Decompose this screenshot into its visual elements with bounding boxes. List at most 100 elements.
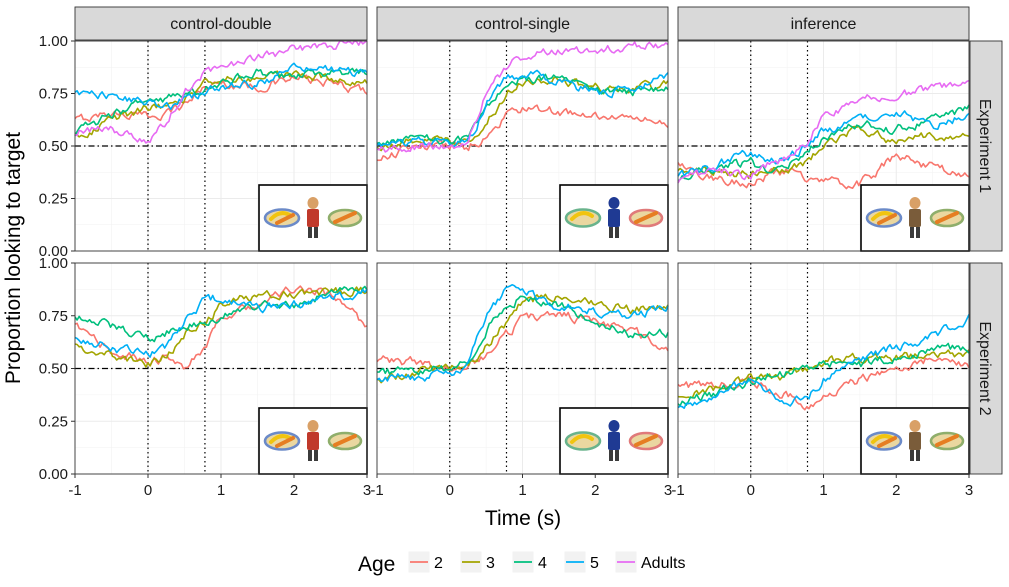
y-tick-label: 0.00 xyxy=(39,243,68,260)
x-tick-label: 0 xyxy=(747,482,755,499)
plate-icon xyxy=(263,431,301,451)
banana-icon xyxy=(570,434,594,444)
series-line-5 xyxy=(74,62,368,110)
reference-lines xyxy=(75,41,969,474)
series-line-2 xyxy=(376,104,669,162)
series-line-adults xyxy=(376,41,669,153)
character-figure-icon xyxy=(909,197,921,238)
carrot-icon xyxy=(634,211,658,224)
x-tick-label: 2 xyxy=(591,482,599,499)
x-axis-title: Time (s) xyxy=(485,507,561,530)
series-line-3 xyxy=(376,76,669,152)
y-tick-label: 0.75 xyxy=(39,86,68,103)
plate-icon xyxy=(327,208,363,228)
axis-ticks: 0.000.250.500.751.000.000.250.500.751.00… xyxy=(39,33,973,499)
y-tick-label: 0.50 xyxy=(39,361,68,378)
series-line-4 xyxy=(677,104,970,182)
y-axis-title: Proportion looking to target xyxy=(2,132,25,384)
legend-entry: Adults xyxy=(614,550,685,574)
y-tick-label: 0.25 xyxy=(39,413,68,430)
carrot-icon xyxy=(935,434,959,447)
column-strip-label: inference xyxy=(791,16,857,33)
carrot-icon xyxy=(333,211,357,224)
x-tick-label: 2 xyxy=(290,482,298,499)
column-strip xyxy=(376,6,669,41)
y-tick-label: 0.50 xyxy=(39,138,68,155)
y-tick-label: 0.75 xyxy=(39,308,68,325)
stimulus-inset xyxy=(860,407,970,475)
legend-label: Adults xyxy=(641,555,685,572)
x-tick-label: 3 xyxy=(965,482,973,499)
series-line-adults xyxy=(74,40,368,144)
series-line-2 xyxy=(376,310,669,372)
character-figure-icon xyxy=(909,420,921,461)
x-tick-label: 0 xyxy=(446,482,454,499)
carrot-icon xyxy=(935,211,959,224)
stimulus-inset xyxy=(258,407,368,475)
column-strip xyxy=(74,6,368,41)
stimulus-inset xyxy=(258,184,368,252)
plate-icon xyxy=(929,208,965,228)
carrot-icon xyxy=(877,436,897,448)
row-strip xyxy=(969,262,1003,475)
legend-label: 5 xyxy=(590,555,599,572)
x-tick-label: 3 xyxy=(363,482,371,499)
series-line-4 xyxy=(74,67,368,137)
series-line-5 xyxy=(376,69,669,148)
series-line-5 xyxy=(677,314,970,409)
plate-icon xyxy=(865,431,903,451)
x-tick-label: -1 xyxy=(370,482,383,499)
character-figure-icon xyxy=(307,420,319,461)
legend-entry: 3 xyxy=(459,550,495,574)
carrot-icon xyxy=(333,434,357,447)
legend-label: 3 xyxy=(486,555,495,572)
x-tick-label: 2 xyxy=(892,482,900,499)
panel-border xyxy=(677,40,970,252)
legend-entry: 2 xyxy=(407,550,443,574)
x-tick-label: -1 xyxy=(68,482,81,499)
y-tick-label: 1.00 xyxy=(39,33,68,50)
y-tick-label: 0.25 xyxy=(39,191,68,208)
series-line-5 xyxy=(677,110,970,177)
series-line-4 xyxy=(376,295,669,376)
series-line-5 xyxy=(376,284,669,383)
x-tick-label: -1 xyxy=(671,482,684,499)
row-strip-label: Experiment 1 xyxy=(976,99,993,193)
facet-strips: control-double control-single inference Exp… xyxy=(74,6,1003,475)
carrot-icon xyxy=(634,434,658,447)
x-tick-label: 1 xyxy=(217,482,225,499)
legend-label: 4 xyxy=(538,555,547,572)
character-figure-icon xyxy=(307,197,319,238)
y-tick-label: 1.00 xyxy=(39,255,68,272)
series-lines xyxy=(74,40,970,411)
plate-icon xyxy=(564,431,602,451)
x-tick-label: 0 xyxy=(144,482,152,499)
column-strip-label: control-single xyxy=(475,16,570,33)
plate-icon xyxy=(929,431,965,451)
plate-icon xyxy=(628,208,664,228)
x-tick-label: 3 xyxy=(664,482,672,499)
legend-entry: 4 xyxy=(511,550,547,574)
series-line-4 xyxy=(677,342,970,407)
row-strip-label: Experiment 2 xyxy=(976,321,993,415)
legend: Age 2 3 4 5 Adults xyxy=(358,550,685,576)
stimulus-inset xyxy=(860,184,970,252)
x-tick-label: 1 xyxy=(819,482,827,499)
carrot-icon xyxy=(275,436,295,448)
legend-entry: 5 xyxy=(563,550,599,574)
series-line-2 xyxy=(677,357,970,411)
series-line-2 xyxy=(677,153,970,190)
x-tick-label: 1 xyxy=(518,482,526,499)
row-strip xyxy=(969,40,1003,252)
series-line-adults xyxy=(677,79,970,184)
banana-icon xyxy=(570,211,594,221)
series-line-2 xyxy=(74,74,368,123)
plate-icon xyxy=(564,208,602,228)
legend-title: Age xyxy=(358,553,395,576)
series-line-4 xyxy=(74,285,368,343)
plate-icon xyxy=(327,431,363,451)
carrot-icon xyxy=(877,213,897,225)
column-strip xyxy=(677,6,970,41)
character-figure-icon xyxy=(608,197,620,238)
